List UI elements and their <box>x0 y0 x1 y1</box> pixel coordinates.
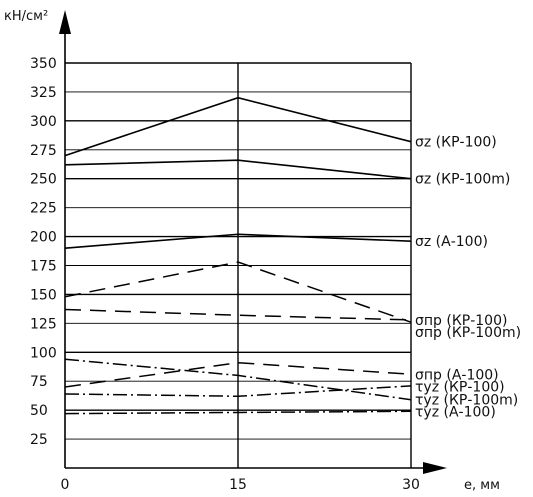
x-axis-arrow <box>423 462 447 474</box>
series-line <box>64 308 412 321</box>
y-axis-arrow <box>59 10 71 34</box>
y-tick-label: 225 <box>30 201 57 217</box>
y-tick-label: 125 <box>30 316 57 332</box>
chart-ticks: 25 50 75 100 125 150 175 200 225 250 275 300 325 350 0… <box>30 56 420 493</box>
series-line <box>64 410 412 415</box>
x-tick-label: 15 <box>229 477 247 493</box>
series-label: σz (КР-100m) <box>415 172 510 188</box>
x-axis-title: e, мм <box>464 478 500 493</box>
y-tick-label: 25 <box>30 432 48 448</box>
series-line <box>64 96 412 157</box>
y-tick-label: 100 <box>30 345 57 361</box>
y-tick-label: 200 <box>30 230 57 246</box>
y-tick-label: 150 <box>30 287 57 303</box>
chart-axes <box>59 10 447 474</box>
y-tick-label: 75 <box>30 374 48 390</box>
x-tick-label: 30 <box>402 477 420 493</box>
y-tick-label: 350 <box>30 56 57 72</box>
series-label: σпр (КР-100m) <box>415 325 521 341</box>
series-line <box>64 385 412 398</box>
y-tick-label: 50 <box>30 403 48 419</box>
y-tick-label: 275 <box>30 143 57 159</box>
series-label: τyz (А-100) <box>415 405 496 421</box>
series-label: τyz (КР-100m) <box>415 393 518 409</box>
series-line <box>64 159 412 180</box>
series-label: σz (А-100) <box>415 234 488 250</box>
series-line <box>64 261 412 323</box>
series-label: σпр (А-100) <box>415 367 499 383</box>
x-tick-label: 0 <box>61 477 70 493</box>
y-tick-label: 325 <box>30 85 57 101</box>
series-line <box>64 358 412 401</box>
y-tick-label: 175 <box>30 259 57 275</box>
chart-grid <box>65 62 412 468</box>
y-axis-title: кН/см² <box>4 9 48 24</box>
series-line <box>64 233 412 249</box>
chart-series-labels: σz (КР-100) σz (КР-100m) σz (А-100) σпр (КР… <box>415 135 521 421</box>
series-label: σпр (КР-100) <box>415 313 507 329</box>
y-tick-label: 300 <box>30 114 57 130</box>
series-label: τyz (КР-100) <box>415 379 505 395</box>
y-tick-label: 250 <box>30 172 57 188</box>
chart-series <box>64 96 412 415</box>
series-line <box>64 361 412 388</box>
series-label: σz (КР-100) <box>415 135 497 151</box>
